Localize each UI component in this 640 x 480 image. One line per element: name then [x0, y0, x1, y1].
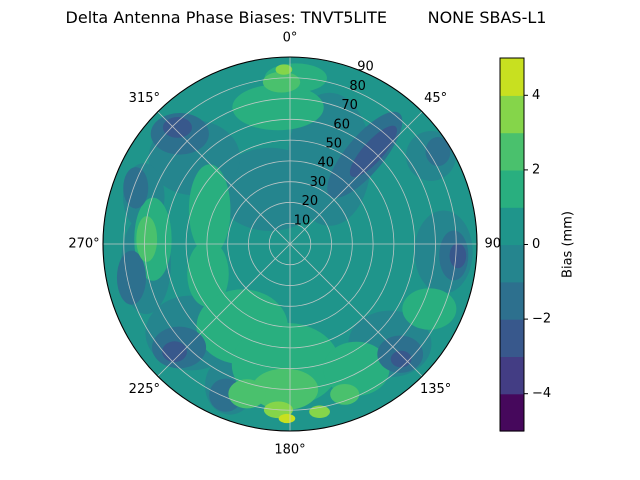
- colorbar-tick-label: −4: [532, 386, 551, 401]
- angular-tick-label: 315°: [129, 91, 160, 106]
- colorbar-tick-label: 0: [532, 237, 540, 252]
- contour-region: [262, 71, 301, 93]
- angular-tick-label: 225°: [129, 382, 160, 397]
- contour-region: [136, 216, 158, 262]
- contour-region: [116, 250, 147, 305]
- radial-tick-label: 20: [302, 194, 319, 209]
- contour-region: [187, 240, 229, 308]
- radial-tick-label: 90: [357, 60, 374, 75]
- contour-region: [390, 350, 412, 368]
- colorbar-segment: [500, 132, 524, 171]
- contour-region: [278, 413, 296, 424]
- contour-region: [323, 341, 390, 396]
- radial-tick-label: 30: [310, 175, 327, 190]
- radial-tick-label: 70: [341, 98, 358, 113]
- colorbar-axis-label: Bias (mm): [561, 211, 576, 278]
- contour-region: [232, 84, 324, 131]
- angular-tick-label: 45°: [424, 91, 447, 106]
- contour-region: [123, 167, 149, 209]
- chart-title: Delta Antenna Phase Biases: TNVT5LITE NO…: [65, 8, 547, 27]
- angular-tick-label: 180°: [274, 443, 305, 458]
- colorbar-tick-label: −2: [532, 312, 551, 327]
- contour-region: [188, 164, 231, 256]
- contour-region: [330, 383, 360, 405]
- angular-tick-label: 270°: [68, 237, 99, 252]
- contour-region: [162, 117, 192, 138]
- contour-region: [449, 243, 467, 269]
- angular-tick-label: 0°: [283, 31, 298, 46]
- contour-region: [402, 288, 457, 330]
- colorbar-segment: [500, 58, 524, 96]
- radial-tick-label: 50: [325, 137, 342, 152]
- contour-region: [275, 64, 293, 75]
- radial-tick-label: 40: [318, 156, 335, 171]
- radial-tick-label: 10: [294, 213, 311, 228]
- colorbar-tick-label: 4: [532, 88, 540, 103]
- colorbar-segment: [500, 356, 524, 395]
- polar-boundary: [102, 56, 478, 432]
- colorbar-tick-label: 2: [532, 162, 540, 177]
- colorbar-segment: [500, 169, 524, 208]
- polar-grid: [102, 56, 478, 432]
- radial-tick-label: 80: [349, 79, 366, 94]
- colorbar: −4 −2 0 2 4 Bias (mm): [499, 57, 576, 432]
- colorbar-segment: [500, 281, 524, 320]
- radial-tick-label: 60: [333, 117, 350, 132]
- colorbar-segment: [500, 319, 524, 357]
- colorbar-segment: [500, 207, 524, 246]
- contour-region: [425, 136, 451, 167]
- colorbar-segment: [500, 244, 524, 283]
- colorbar-segment: [500, 95, 524, 134]
- colorbar-segment: [500, 393, 524, 432]
- angular-tick-label: 135°: [420, 382, 451, 397]
- contour-region: [228, 379, 266, 409]
